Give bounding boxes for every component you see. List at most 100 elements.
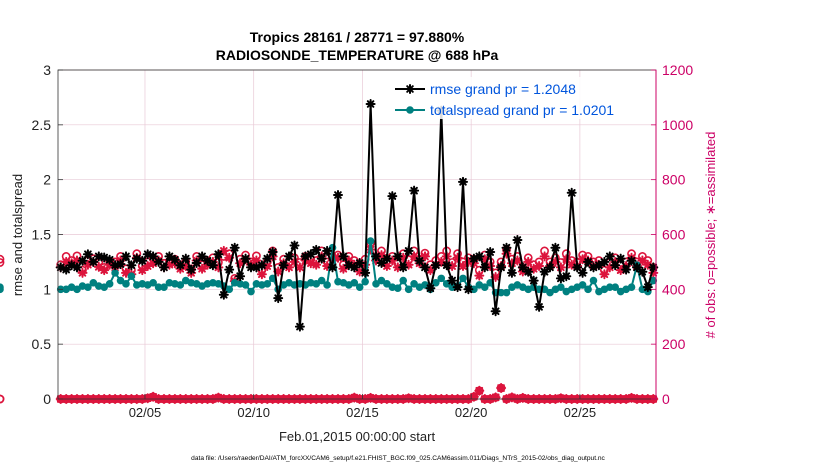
data-point <box>615 253 626 264</box>
data-point <box>577 267 588 278</box>
data-point <box>583 256 593 267</box>
data-point <box>610 260 621 271</box>
data-point <box>496 262 507 273</box>
data-point <box>99 265 110 276</box>
data-point <box>528 275 539 286</box>
data-point <box>121 267 131 278</box>
legend-box <box>392 77 642 119</box>
data-point <box>127 272 136 280</box>
x-tick-label: 02/05 <box>129 405 162 420</box>
data-point <box>327 262 338 273</box>
y-axis-label-left: rmse and totalspread <box>10 174 25 296</box>
data-point <box>409 251 420 262</box>
legend-item-totalspread: totalspread grand pr = 1.0201 <box>395 102 614 118</box>
data-point <box>490 392 501 403</box>
data-point <box>180 261 191 271</box>
data-point <box>512 255 523 266</box>
data-point <box>169 254 180 265</box>
data-point <box>164 259 175 270</box>
data-point <box>403 393 414 404</box>
data-point <box>142 393 153 404</box>
data-point <box>399 276 408 285</box>
data-point <box>474 270 485 281</box>
data-point <box>425 283 436 294</box>
data-point <box>642 259 653 270</box>
data-point <box>55 262 66 273</box>
data-point <box>273 293 284 304</box>
data-point <box>409 185 420 196</box>
data-point <box>479 254 490 265</box>
data-point <box>403 259 414 270</box>
data-point <box>557 283 565 291</box>
data-point <box>441 260 452 271</box>
data-point <box>648 262 659 273</box>
data-point <box>82 249 93 260</box>
data-point <box>241 281 250 289</box>
data-point <box>160 283 168 291</box>
data-point <box>512 235 523 245</box>
data-point <box>350 278 359 287</box>
data-point <box>506 392 517 403</box>
data-point <box>490 306 501 317</box>
data-point <box>180 253 191 264</box>
data-point <box>480 283 489 291</box>
data-point <box>289 256 300 267</box>
legend-item-rmse: rmse grand pr = 1.2048 <box>395 81 576 97</box>
data-point <box>381 261 392 271</box>
legend-marker-totalspread <box>406 106 414 114</box>
data-point <box>338 263 349 274</box>
data-point <box>294 262 305 273</box>
data-point <box>626 392 637 403</box>
data-point <box>534 301 545 312</box>
data-point <box>153 256 164 267</box>
data-point <box>593 260 604 271</box>
data-point <box>599 256 610 267</box>
data-point <box>88 256 99 267</box>
data-point <box>0 254 5 264</box>
data-point <box>523 266 534 277</box>
data-point <box>142 261 153 271</box>
data-point <box>376 258 387 268</box>
y-tick-label-left: 3 <box>43 62 51 78</box>
data-point <box>365 99 376 109</box>
data-point <box>316 253 327 264</box>
data-point <box>463 256 474 267</box>
data-point <box>176 281 185 289</box>
data-point <box>0 258 5 267</box>
x-tick-label: 02/10 <box>237 405 270 420</box>
data-point <box>89 278 98 287</box>
data-point <box>403 245 414 256</box>
data-point <box>555 273 566 284</box>
data-point <box>256 269 267 280</box>
data-point <box>365 392 376 403</box>
data-point <box>539 266 550 277</box>
data-point <box>137 255 148 266</box>
data-point <box>501 248 512 259</box>
data-point <box>126 260 137 271</box>
data-point <box>561 271 572 282</box>
data-point <box>311 244 322 255</box>
data-point <box>300 251 311 262</box>
data-point <box>263 280 272 288</box>
data-point <box>137 265 148 276</box>
data-point <box>398 262 409 273</box>
data-point <box>496 383 507 393</box>
data-point <box>361 277 369 286</box>
data-point <box>627 283 636 291</box>
data-point <box>122 280 130 288</box>
data-point <box>458 261 468 271</box>
y-axis-label-right: # of obs: o=possible; ∗=assimilated <box>703 132 718 339</box>
data-point <box>213 392 224 403</box>
data-point <box>284 251 294 262</box>
data-point <box>235 258 246 269</box>
data-point <box>414 255 425 266</box>
data-point <box>490 272 501 282</box>
data-point <box>458 176 468 187</box>
data-point <box>213 249 224 260</box>
data-point <box>197 251 208 262</box>
data-point <box>159 262 169 273</box>
data-point <box>577 254 588 265</box>
data-point <box>142 249 153 260</box>
data-point <box>392 251 403 262</box>
data-point <box>452 252 463 263</box>
